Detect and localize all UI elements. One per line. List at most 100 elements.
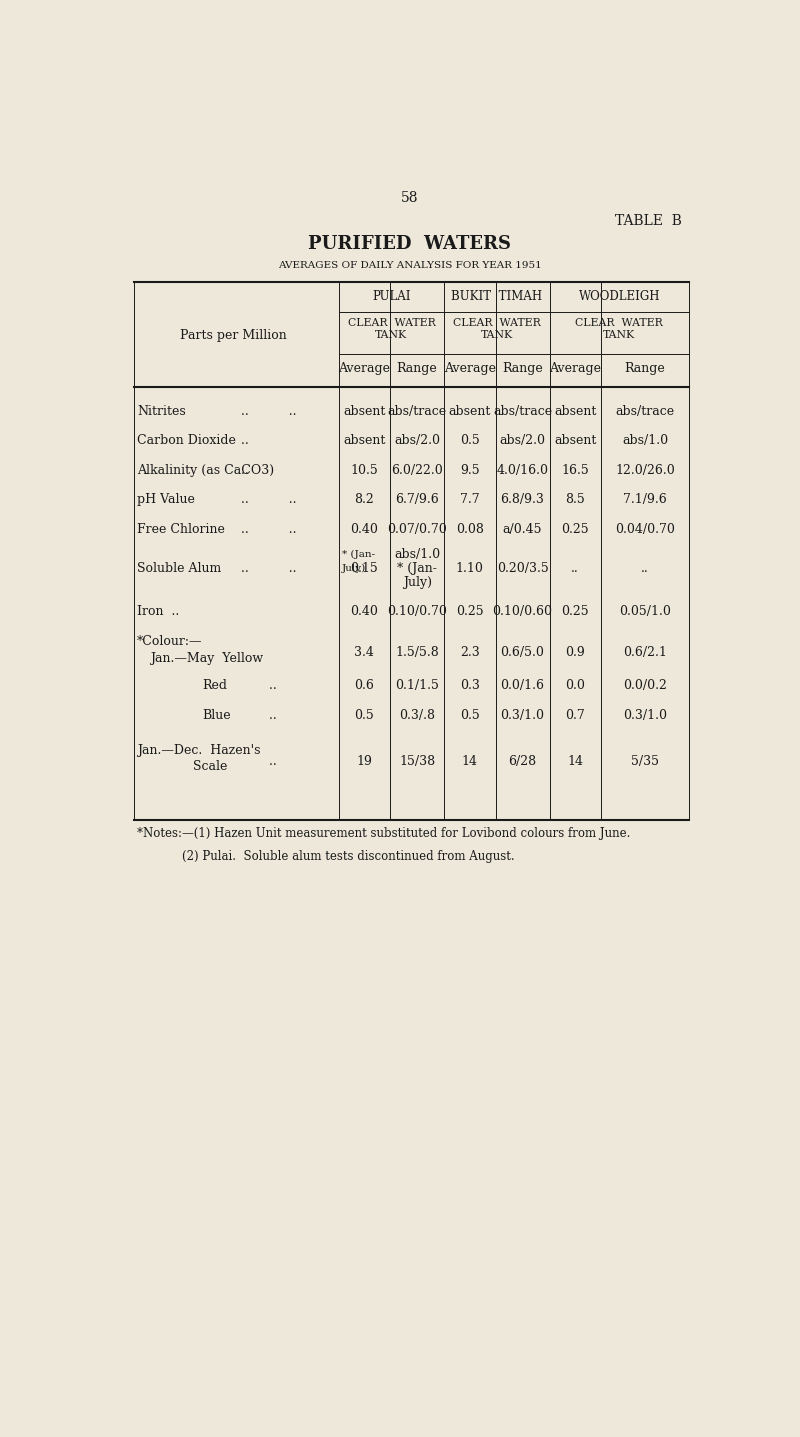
Text: abs/trace: abs/trace bbox=[387, 405, 446, 418]
Text: Blue: Blue bbox=[202, 710, 231, 723]
Text: ..          ..: .. .. bbox=[234, 405, 297, 418]
Text: 0.5: 0.5 bbox=[354, 710, 374, 723]
Text: ..: .. bbox=[262, 754, 277, 767]
Text: 0.25: 0.25 bbox=[562, 523, 589, 536]
Text: absent: absent bbox=[343, 434, 386, 447]
Text: 2.3: 2.3 bbox=[460, 647, 480, 660]
Text: ..: .. bbox=[262, 710, 277, 723]
Text: 1.10: 1.10 bbox=[456, 562, 484, 575]
Text: 0.6: 0.6 bbox=[354, 680, 374, 693]
Text: CLEAR  WATER: CLEAR WATER bbox=[347, 318, 435, 328]
Text: AVERAGES OF DAILY ANALYSIS FOR YEAR 1951: AVERAGES OF DAILY ANALYSIS FOR YEAR 1951 bbox=[278, 262, 542, 270]
Text: CLEAR  WATER: CLEAR WATER bbox=[453, 318, 541, 328]
Text: Nitrites: Nitrites bbox=[138, 405, 186, 418]
Text: pH Value: pH Value bbox=[138, 493, 195, 506]
Text: abs/2.0: abs/2.0 bbox=[499, 434, 546, 447]
Text: 7.7: 7.7 bbox=[460, 493, 480, 506]
Text: ..: .. bbox=[262, 680, 277, 693]
Text: ..          ..: .. .. bbox=[234, 493, 297, 506]
Text: TABLE  B: TABLE B bbox=[614, 214, 682, 228]
Text: 19: 19 bbox=[357, 754, 372, 767]
Text: Carbon Dioxide: Carbon Dioxide bbox=[138, 434, 236, 447]
Text: abs/1.0: abs/1.0 bbox=[622, 434, 668, 447]
Text: 0.08: 0.08 bbox=[456, 523, 484, 536]
Text: TANK: TANK bbox=[481, 331, 513, 341]
Text: abs/trace: abs/trace bbox=[615, 405, 674, 418]
Text: 0.3: 0.3 bbox=[460, 680, 480, 693]
Text: 0.3/.8: 0.3/.8 bbox=[399, 710, 435, 723]
Text: 12.0/26.0: 12.0/26.0 bbox=[615, 464, 675, 477]
Text: 6.7/9.6: 6.7/9.6 bbox=[395, 493, 439, 506]
Text: ..: .. bbox=[234, 434, 249, 447]
Text: 58: 58 bbox=[402, 191, 418, 205]
Text: 6.8/9.3: 6.8/9.3 bbox=[501, 493, 545, 506]
Text: absent: absent bbox=[343, 405, 386, 418]
Text: * (Jan-: * (Jan- bbox=[397, 562, 437, 575]
Text: 6/28: 6/28 bbox=[509, 754, 537, 767]
Text: ..          ..: .. .. bbox=[234, 523, 297, 536]
Text: 1.5/5.8: 1.5/5.8 bbox=[395, 647, 439, 660]
Text: Range: Range bbox=[625, 362, 666, 375]
Text: 0.25: 0.25 bbox=[456, 605, 484, 618]
Text: 0.40: 0.40 bbox=[350, 523, 378, 536]
Text: 3.4: 3.4 bbox=[354, 647, 374, 660]
Text: 0.04/0.70: 0.04/0.70 bbox=[615, 523, 675, 536]
Text: Free Chlorine: Free Chlorine bbox=[138, 523, 225, 536]
Text: 0.15: 0.15 bbox=[350, 562, 378, 575]
Text: Jan.—Dec.  Hazen's: Jan.—Dec. Hazen's bbox=[138, 743, 261, 756]
Text: 0.6/2.1: 0.6/2.1 bbox=[623, 647, 667, 660]
Text: 10.5: 10.5 bbox=[350, 464, 378, 477]
Text: 0.25: 0.25 bbox=[562, 605, 589, 618]
Text: Iron  ..: Iron .. bbox=[138, 605, 179, 618]
Text: Parts per Million: Parts per Million bbox=[180, 329, 286, 342]
Text: 0.5: 0.5 bbox=[460, 434, 480, 447]
Text: 0.5: 0.5 bbox=[460, 710, 480, 723]
Text: *Notes:—(1) Hazen Unit measurement substituted for Lovibond colours from June.: *Notes:—(1) Hazen Unit measurement subst… bbox=[138, 826, 630, 839]
Text: abs/1.0: abs/1.0 bbox=[394, 547, 440, 560]
Text: Alkalinity (as CaCO3): Alkalinity (as CaCO3) bbox=[138, 464, 274, 477]
Text: absent: absent bbox=[554, 434, 597, 447]
Text: 0.7: 0.7 bbox=[566, 710, 585, 723]
Text: abs/trace: abs/trace bbox=[493, 405, 552, 418]
Text: abs/2.0: abs/2.0 bbox=[394, 434, 440, 447]
Text: 0.10/0.70: 0.10/0.70 bbox=[387, 605, 447, 618]
Text: Soluble Alum: Soluble Alum bbox=[138, 562, 222, 575]
Text: 16.5: 16.5 bbox=[562, 464, 589, 477]
Text: absent: absent bbox=[449, 405, 491, 418]
Text: WOODLEIGH: WOODLEIGH bbox=[578, 290, 660, 303]
Text: BUKIT  TIMAH: BUKIT TIMAH bbox=[451, 290, 542, 303]
Text: ..: .. bbox=[234, 464, 249, 477]
Text: July): July) bbox=[402, 576, 432, 589]
Text: 8.5: 8.5 bbox=[566, 493, 585, 506]
Text: 0.07/0.70: 0.07/0.70 bbox=[387, 523, 447, 536]
Text: 0.0: 0.0 bbox=[566, 680, 585, 693]
Text: 0.3/1.0: 0.3/1.0 bbox=[623, 710, 667, 723]
Text: 8.2: 8.2 bbox=[354, 493, 374, 506]
Text: * (Jan-: * (Jan- bbox=[342, 549, 375, 559]
Text: PULAI: PULAI bbox=[372, 290, 410, 303]
Text: 0.6/5.0: 0.6/5.0 bbox=[501, 647, 545, 660]
Text: 15/38: 15/38 bbox=[399, 754, 435, 767]
Text: Jan.—May  Yellow: Jan.—May Yellow bbox=[150, 652, 262, 665]
Text: 0.3/1.0: 0.3/1.0 bbox=[501, 710, 545, 723]
Text: Average: Average bbox=[550, 362, 602, 375]
Text: TANK: TANK bbox=[375, 331, 407, 341]
Text: 0.40: 0.40 bbox=[350, 605, 378, 618]
Text: Red: Red bbox=[202, 680, 227, 693]
Text: ..: .. bbox=[641, 562, 649, 575]
Text: ..          ..: .. .. bbox=[234, 562, 297, 575]
Text: 0.20/3.5: 0.20/3.5 bbox=[497, 562, 549, 575]
Text: 14: 14 bbox=[462, 754, 478, 767]
Text: 5/35: 5/35 bbox=[631, 754, 659, 767]
Text: CLEAR  WATER: CLEAR WATER bbox=[575, 318, 663, 328]
Text: PURIFIED  WATERS: PURIFIED WATERS bbox=[309, 236, 511, 253]
Text: a/0.45: a/0.45 bbox=[502, 523, 542, 536]
Text: Average: Average bbox=[338, 362, 390, 375]
Text: (2) Pulai.  Soluble alum tests discontinued from August.: (2) Pulai. Soluble alum tests discontinu… bbox=[138, 849, 515, 862]
Text: 0.05/1.0: 0.05/1.0 bbox=[619, 605, 671, 618]
Text: Range: Range bbox=[397, 362, 438, 375]
Text: 0.10/0.60: 0.10/0.60 bbox=[493, 605, 553, 618]
Text: July): July) bbox=[342, 563, 366, 573]
Text: ..: .. bbox=[571, 562, 579, 575]
Text: 0.9: 0.9 bbox=[566, 647, 585, 660]
